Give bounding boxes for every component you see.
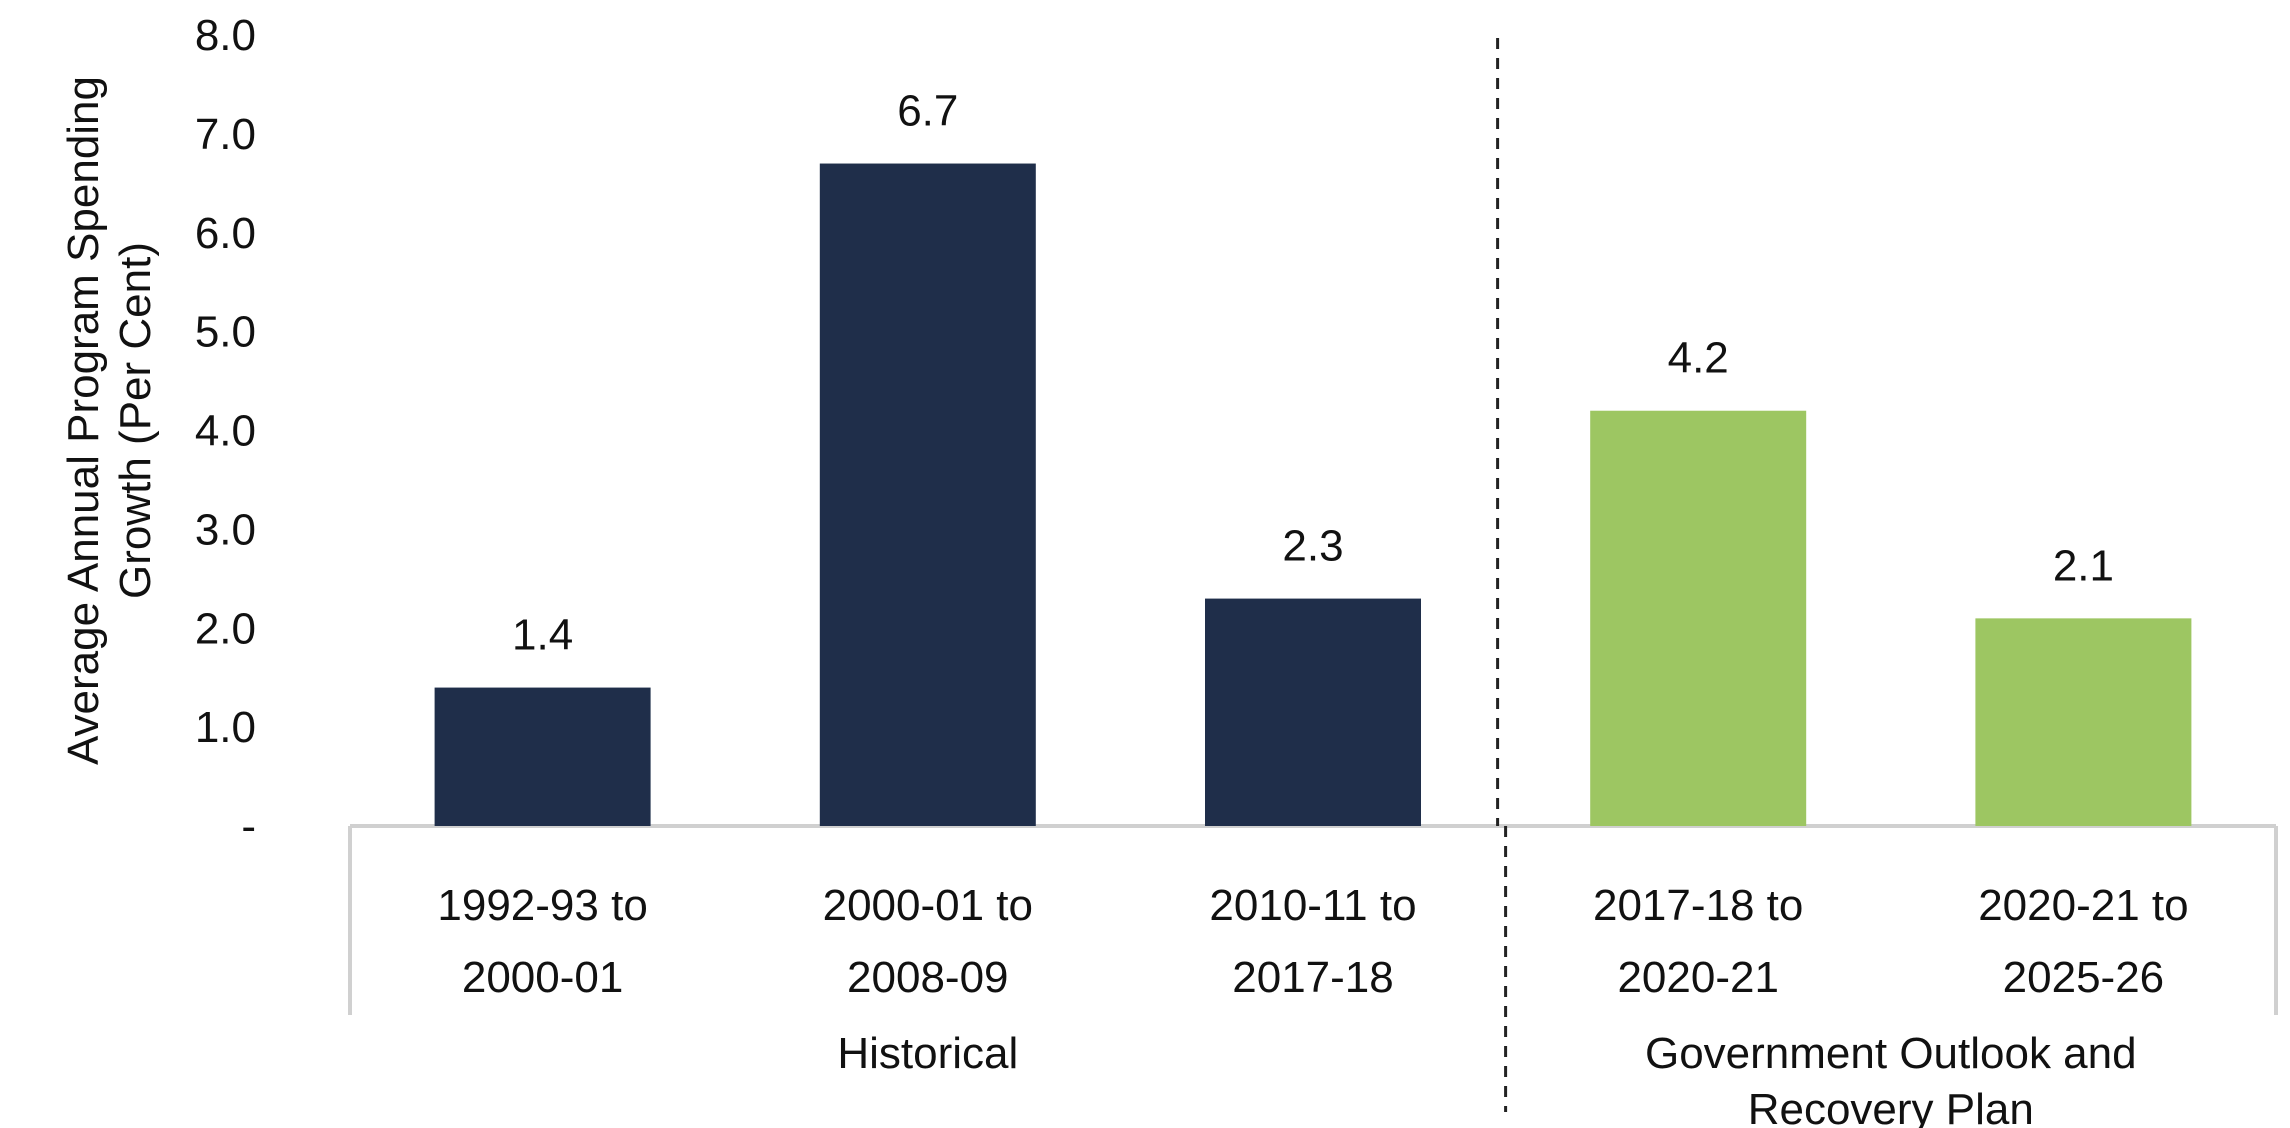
y-tick-label: 5.0 — [195, 308, 256, 357]
data-label: 1.4 — [512, 611, 573, 660]
bar — [434, 687, 651, 826]
group-label: Government Outlook and Recovery Plan — [1645, 1029, 2137, 1128]
x-tick-label: 1992-93 to 2000-01 — [437, 881, 647, 1002]
y-tick-label: - — [241, 802, 256, 851]
y-tick-label: 2.0 — [195, 604, 256, 653]
y-tick-label: 8.0 — [195, 11, 256, 60]
bar — [1975, 618, 2192, 826]
data-labels: 1.4 6.7 2.3 4.2 2.1 — [512, 87, 2114, 660]
group-label-line: Recovery Plan — [1748, 1085, 2034, 1128]
data-label: 2.1 — [2053, 541, 2114, 590]
group-labels: Historical Government Outlook and Recovery… — [837, 1029, 2136, 1128]
x-tick-label-line: 1992-93 to — [437, 881, 647, 930]
x-tick-label-line: 2000-01 to — [823, 881, 1033, 930]
bar — [1205, 598, 1421, 826]
bar — [819, 163, 1036, 827]
y-tick-label: 1.0 — [195, 703, 256, 752]
x-tick-label-line: 2008-09 — [847, 953, 1008, 1002]
x-tick-label: 2000-01 to 2008-09 — [823, 881, 1033, 1002]
y-tick-label: 4.0 — [195, 407, 256, 456]
y-axis-title-line: Growth (Per Cent) — [111, 242, 160, 599]
x-tick-label-line: 2010-11 to — [1209, 881, 1416, 930]
x-tick-label-line: 2017-18 to — [1593, 881, 1803, 930]
x-axis-tick-labels: 1992-93 to 2000-01 2000-01 to 2008-09 2010-1… — [437, 881, 2188, 1002]
x-tick-label: 2020-21 to 2025-26 — [1978, 881, 2188, 1002]
y-axis-title-line: Average Annual Program Spending — [59, 76, 108, 765]
x-tick-label: 2010-11 to 2017-18 — [1209, 881, 1416, 1002]
group-label-line: Historical — [837, 1029, 1018, 1078]
x-tick-label: 2017-18 to 2020-21 — [1593, 881, 1803, 1002]
group-separator-line — [1496, 38, 1508, 1112]
data-label: 4.2 — [1668, 334, 1729, 383]
x-tick-label-line: 2025-26 — [2003, 953, 2164, 1002]
x-tick-label-line: 2000-01 — [462, 953, 623, 1002]
y-axis-label: Average Annual Program SpendingGrowth (P… — [59, 76, 160, 765]
data-label: 2.3 — [1282, 522, 1343, 571]
data-label: 6.7 — [897, 87, 958, 136]
y-tick-label: 3.0 — [195, 505, 256, 554]
group-label: Historical — [837, 1029, 1018, 1078]
x-tick-label-line: 2020-21 to — [1978, 881, 2188, 930]
x-tick-label-line: 2020-21 — [1617, 953, 1778, 1002]
y-axis-ticks: - 1.0 2.0 3.0 4.0 5.0 6.0 7.0 8.0 — [195, 11, 256, 851]
group-label-line: Government Outlook and — [1645, 1029, 2137, 1078]
bars — [434, 163, 2192, 827]
x-tick-label-line: 2017-18 — [1232, 953, 1393, 1002]
y-tick-label: 6.0 — [195, 209, 256, 258]
y-tick-label: 7.0 — [195, 110, 256, 159]
bar — [1590, 410, 1807, 826]
y-axis-title: Average Annual Program SpendingGrowth (P… — [59, 76, 160, 765]
